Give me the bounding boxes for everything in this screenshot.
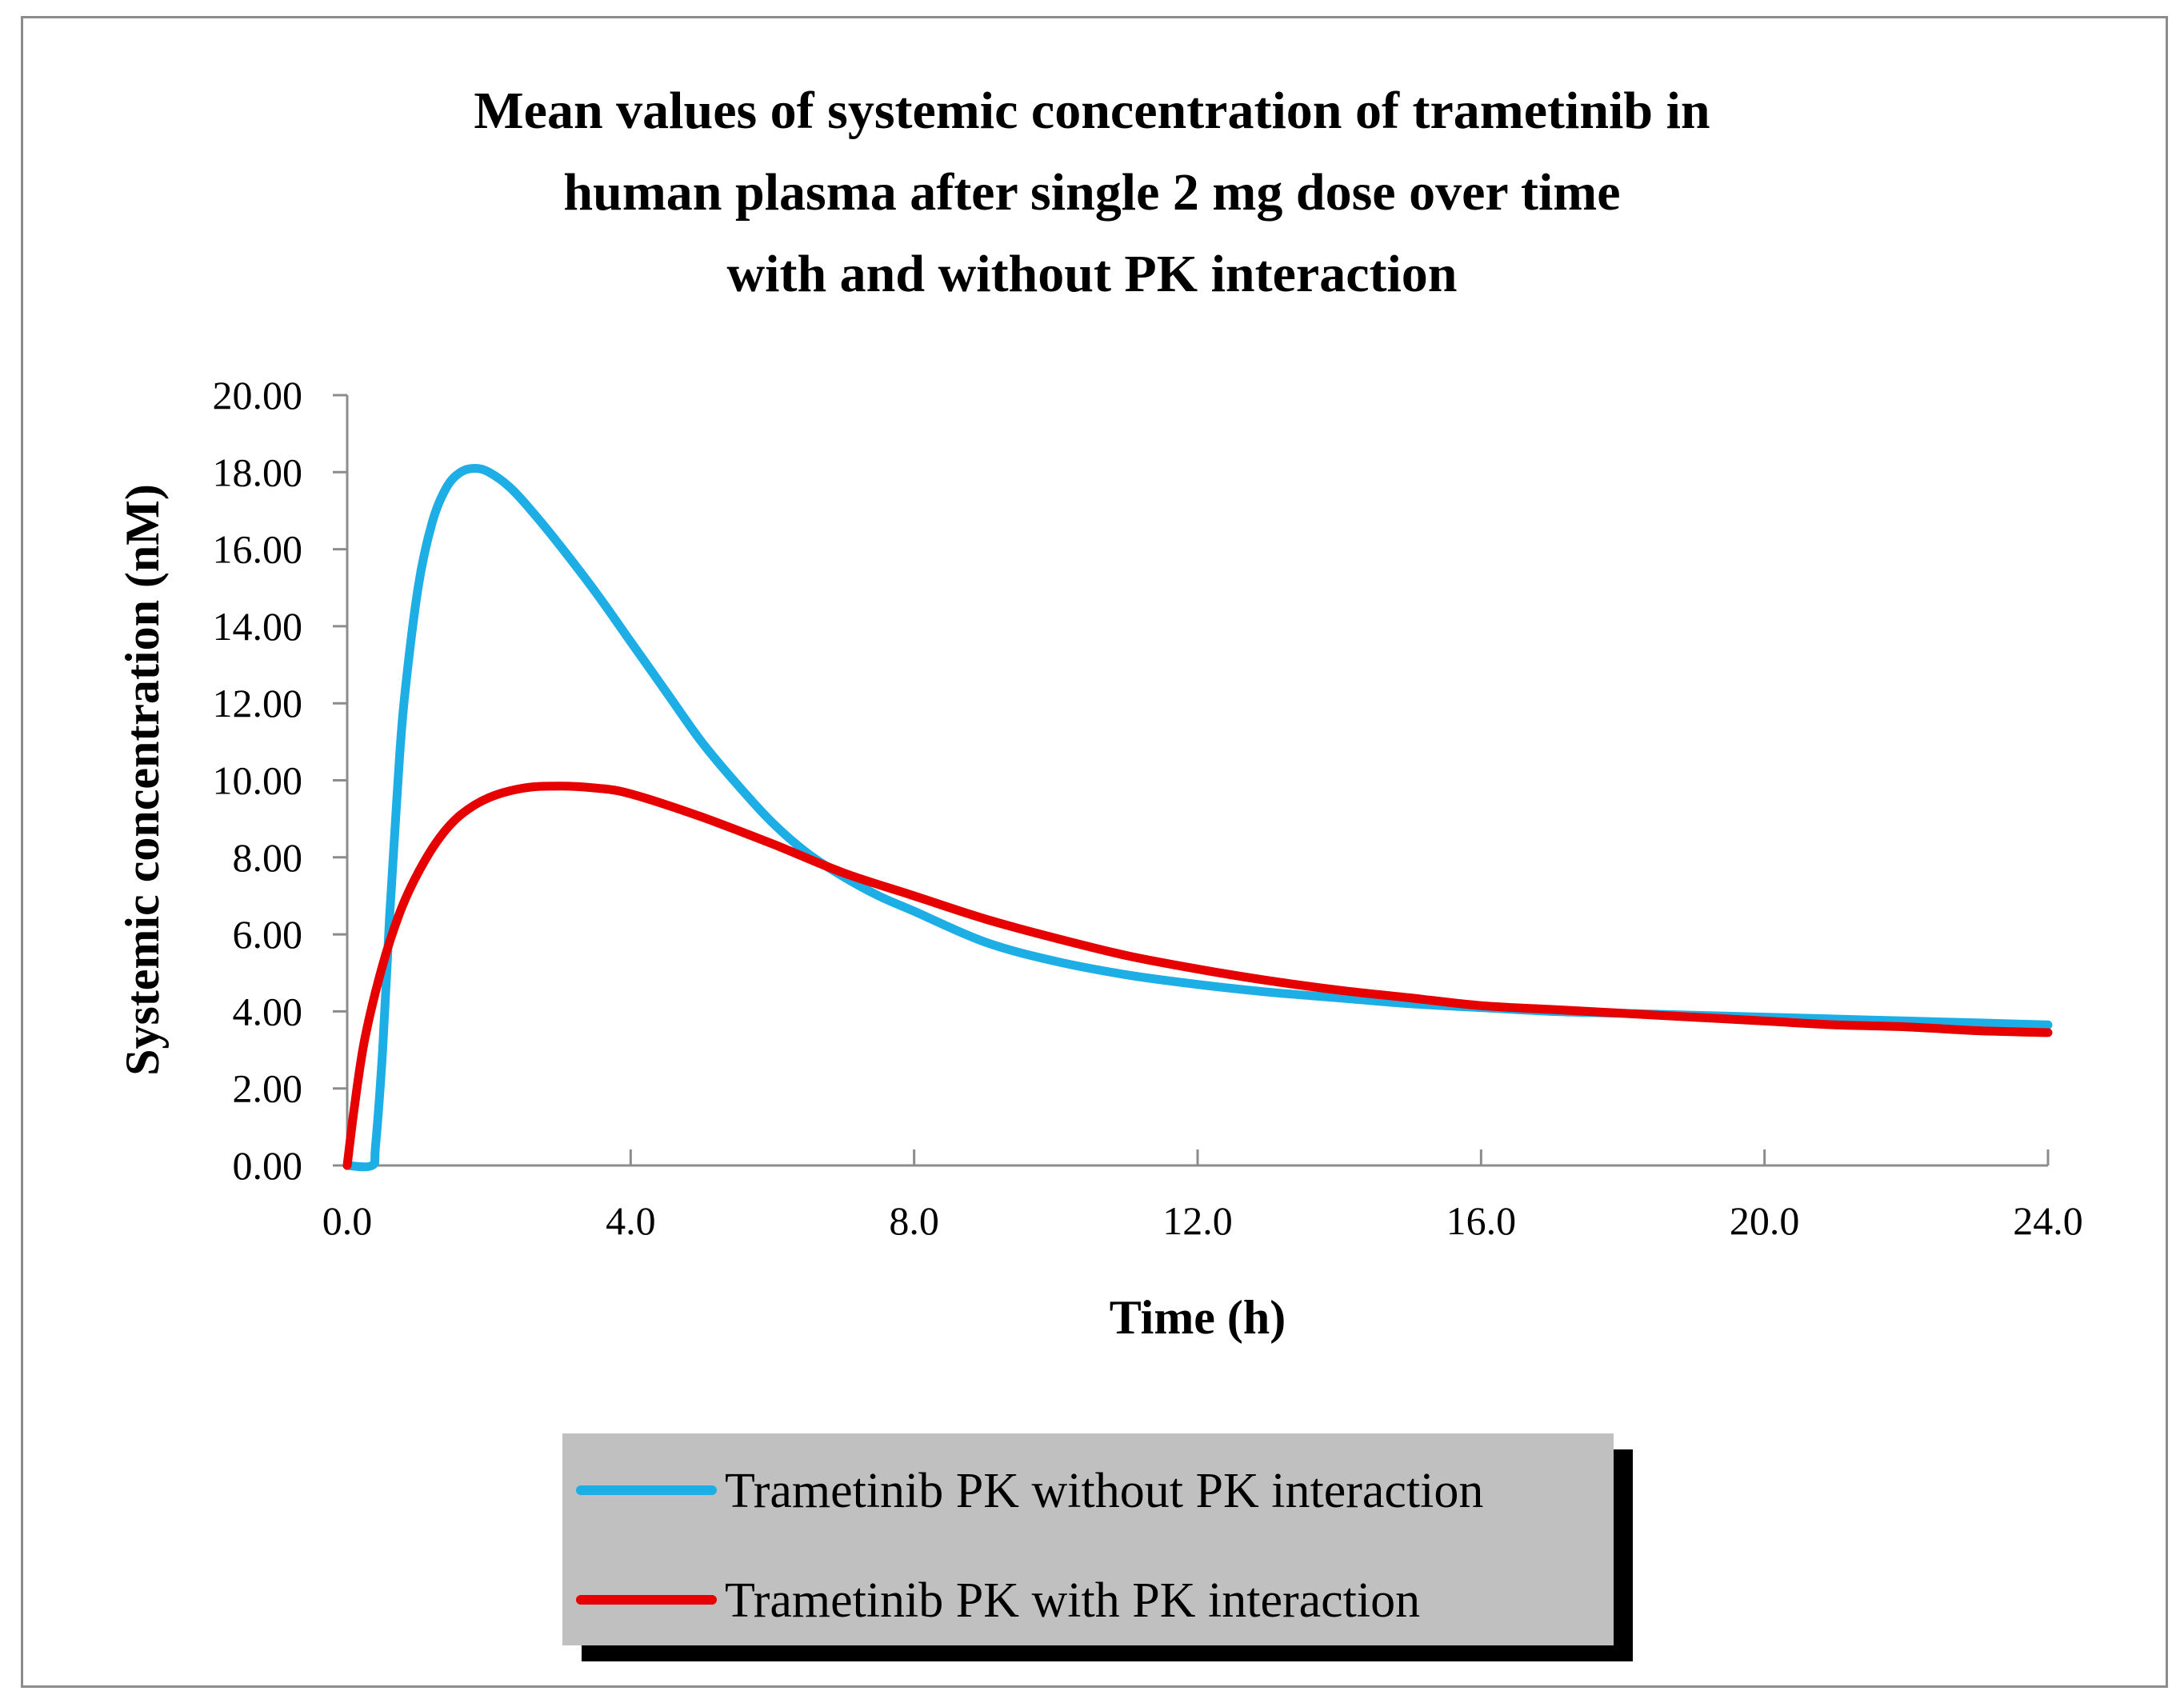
chart-title: Mean values of systemic concentration of…: [474, 82, 1710, 303]
x-tick-label: 20.0: [1730, 1198, 1800, 1243]
x-tick-label: 0.0: [322, 1198, 373, 1243]
y-tick-label: 2.00: [233, 1066, 303, 1111]
y-tick-label: 14.00: [213, 604, 303, 649]
x-axis-title: Time (h): [1110, 1291, 1286, 1344]
x-tick-label: 4.0: [606, 1198, 656, 1243]
chart-title-line-2: human plasma after single 2 mg dose over…: [563, 163, 1620, 222]
series-line-with-interaction: [342, 782, 2053, 1170]
plot-area: [342, 464, 2053, 1172]
x-tick-label: 16.0: [1446, 1198, 1517, 1243]
series-line-without-interaction: [342, 464, 2053, 1172]
y-axis-ticks: 0.00 2.00 4.00 6.00 8.00 10.00 12.00 14.00 16.00…: [213, 373, 347, 1188]
y-tick-label: 4.00: [233, 989, 303, 1033]
legend: Trametinib PK without PK interaction Tra…: [562, 1433, 1633, 1661]
x-axis-ticks: 0.0 4.0 8.0 12.0 16.0 20.0 24.0: [322, 1149, 2083, 1243]
legend-box: [562, 1433, 1614, 1645]
x-tick-label: 12.0: [1162, 1198, 1233, 1243]
chart-title-line-1: Mean values of systemic concentration of…: [474, 82, 1710, 140]
chart-title-line-3: with and without PK interaction: [726, 245, 1457, 303]
x-tick-label: 8.0: [889, 1198, 939, 1243]
y-tick-label: 6.00: [233, 912, 303, 957]
legend-label-without-interaction: Trametinib PK without PK interaction: [725, 1464, 1483, 1518]
y-tick-label: 10.00: [213, 758, 303, 803]
y-tick-label: 18.00: [213, 450, 303, 494]
y-tick-label: 16.00: [213, 527, 303, 572]
chart-frame: [21, 16, 2168, 1688]
y-tick-label: 12.00: [213, 681, 303, 726]
x-tick-label: 24.0: [2013, 1198, 2083, 1243]
y-tick-label: 0.00: [233, 1143, 303, 1188]
y-axis-title: Systemic concentration (nM): [116, 484, 169, 1076]
y-tick-label: 8.00: [233, 835, 303, 880]
legend-label-with-interaction: Trametinib PK with PK interaction: [725, 1573, 1420, 1628]
y-tick-label: 20.00: [213, 373, 303, 418]
